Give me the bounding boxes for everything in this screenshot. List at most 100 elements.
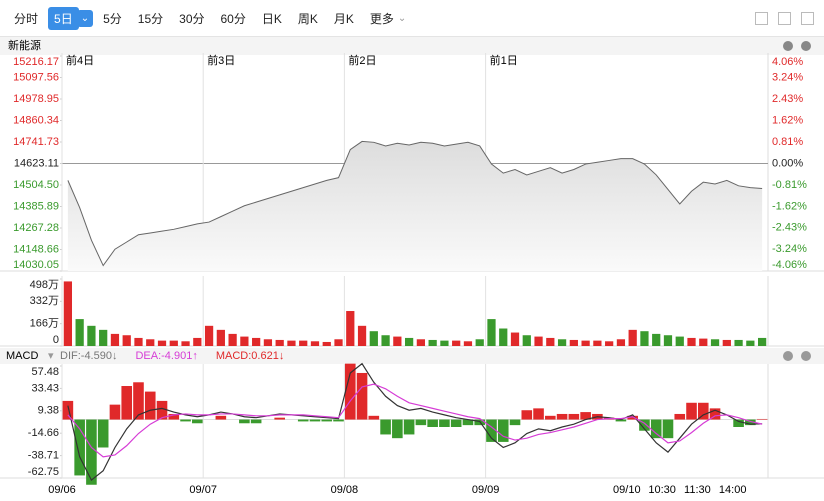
- y2-tick-label: 3.24%: [772, 72, 803, 84]
- macd-bar: [133, 382, 144, 420]
- period-button[interactable]: 日K: [261, 11, 282, 26]
- dropdown[interactable]: ⌄: [76, 9, 94, 27]
- legend-entry: MACD:0.621↓: [216, 350, 284, 362]
- x-tick-label: 09/07: [189, 484, 217, 496]
- macd-bar: [745, 419, 756, 426]
- x-tick-label: 09/08: [331, 484, 359, 496]
- volume-bar: [63, 281, 73, 346]
- period-button[interactable]: 分时: [14, 11, 39, 26]
- macd-bar: [580, 412, 591, 420]
- macd-bar: [509, 419, 521, 426]
- macd-bar: [250, 419, 262, 424]
- plus-icon: [801, 41, 811, 51]
- y2-tick-label: -0.81%: [772, 179, 807, 191]
- y-tick-label: 166万: [30, 318, 59, 330]
- tool-icons: [755, 12, 814, 25]
- y2-tick-label: 1.62%: [772, 115, 803, 127]
- volume-bar: [393, 336, 402, 346]
- macd-bar: [239, 419, 250, 424]
- y-tick-label: -14.66: [28, 427, 59, 439]
- macd-bar: [168, 413, 180, 420]
- volume-bar: [734, 339, 743, 346]
- macd-bar: [356, 372, 368, 420]
- volume-bar: [628, 329, 637, 346]
- macd-bar: [686, 402, 697, 420]
- volume-bar: [204, 325, 214, 346]
- macd-bar: [144, 391, 156, 420]
- volume-bar: [510, 332, 520, 346]
- volume-bar: [275, 339, 284, 346]
- y2-tick-label: 4.06%: [772, 56, 803, 68]
- macd-bar: [392, 419, 403, 439]
- day-label: 前3日: [207, 53, 235, 67]
- volume-bar: [228, 333, 237, 346]
- y-tick-label: -38.71: [28, 450, 59, 462]
- volume-bar: [640, 331, 649, 346]
- volume-bar: [652, 333, 661, 346]
- x-tick-label: 09/09: [472, 484, 500, 496]
- macd-bar: [74, 419, 85, 476]
- volume-bar: [757, 337, 767, 346]
- y-tick-label: 14978.95: [13, 93, 59, 105]
- chart: 新能源 15216.17 15097.56 14978.95 14860.34 14741…: [0, 37, 824, 496]
- macd-bar: [62, 400, 74, 420]
- volume-bar: [216, 329, 225, 346]
- volume-bar: [181, 341, 190, 346]
- macd-bar: [756, 418, 768, 420]
- macd-bar: [486, 419, 497, 442]
- volume-bar: [346, 311, 355, 346]
- volume-bar: [122, 335, 131, 346]
- y2-tick-label: 2.43%: [772, 93, 803, 105]
- legend-entry: DIF:-4.590↓: [60, 350, 117, 362]
- volume-bar: [110, 333, 120, 346]
- y-tick-label: 14504.50: [13, 179, 59, 191]
- period-button[interactable]: 5分: [103, 11, 122, 26]
- macd-bar: [627, 415, 638, 420]
- y-tick-label: 14741.73: [13, 136, 59, 148]
- period-button[interactable]: 月K: [333, 11, 354, 26]
- x-tick-label: 10:30: [648, 484, 676, 496]
- macd-bar: [415, 419, 427, 426]
- period-button[interactable]: 30分: [179, 11, 205, 26]
- volume-bar: [252, 337, 261, 346]
- y-tick-label: 14267.28: [13, 222, 59, 234]
- macd-bar: [380, 419, 391, 435]
- period-button[interactable]: 60分: [220, 11, 246, 26]
- macd-bar: [344, 363, 356, 420]
- macd-bar: [333, 419, 344, 422]
- y-tick-label: 15097.56: [13, 71, 59, 83]
- volume-bar: [463, 341, 473, 346]
- macd-bar: [97, 419, 109, 448]
- volume-bar: [357, 325, 367, 346]
- volume-bar: [193, 337, 202, 346]
- volume-bar: [240, 336, 249, 346]
- volume-bar: [157, 340, 167, 346]
- macd-bar: [545, 415, 556, 420]
- macd-bar: [321, 419, 333, 422]
- dropdown[interactable]: ⌄: [397, 12, 407, 24]
- x-tick-label: 09/06: [48, 484, 76, 496]
- volume-bar: [616, 339, 626, 346]
- volume-bar: [534, 336, 543, 346]
- volume-bar: [593, 340, 602, 346]
- volume-bar: [557, 339, 567, 346]
- volume-bar: [746, 340, 755, 346]
- period-button[interactable]: 15分: [137, 11, 164, 26]
- period-button[interactable]: 更多: [369, 11, 394, 26]
- macd-bar: [274, 417, 285, 420]
- macd-bar: [309, 419, 321, 422]
- y-tick-label: -62.75: [28, 466, 59, 478]
- macd-bar: [109, 404, 121, 420]
- volume-bar: [475, 339, 484, 346]
- period-button[interactable]: 5日: [48, 6, 79, 30]
- macd-bar: [427, 419, 438, 427]
- period-button[interactable]: 周K: [297, 11, 318, 26]
- volume-bar: [416, 339, 426, 346]
- macd-bar: [674, 413, 686, 420]
- x-tick-label: 11:30: [684, 484, 711, 496]
- title-row: [0, 37, 824, 55]
- y-tick-label: 14030.05: [13, 259, 59, 271]
- volume-bar: [334, 339, 343, 346]
- macd-bar: [497, 419, 509, 442]
